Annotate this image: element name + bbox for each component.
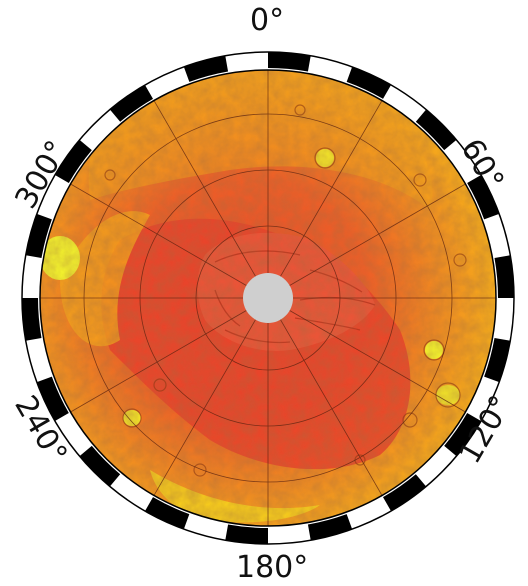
frame-ring-segment [36, 376, 69, 421]
frame-ring-segment [444, 413, 482, 457]
parallel-circle [139, 169, 397, 427]
frame-ring-segment [484, 337, 511, 383]
frame-ring-segment [109, 84, 153, 122]
frame-ring-segment [25, 213, 52, 259]
crater-rings [104, 104, 467, 477]
parallel-circle [195, 225, 341, 371]
frame-ring-segment [225, 524, 268, 544]
frame-ring-segment [183, 55, 229, 82]
frame-ring-segment [346, 66, 391, 99]
frame-ring-segment [22, 298, 42, 341]
frame-ring-segment [54, 139, 92, 183]
frame-ring-segment [145, 497, 190, 530]
meridian-line [70, 183, 247, 286]
frame-ring-segment [467, 175, 500, 220]
meridian-line [289, 183, 466, 286]
north-pole-cap [243, 273, 293, 323]
meridian-line [153, 100, 256, 277]
frame-ring-segment [268, 52, 311, 72]
meridian-line [280, 319, 383, 496]
frame-ring-segment [383, 474, 427, 512]
longitude-label-180: 180° [236, 550, 309, 585]
frame-ring-segment [494, 255, 514, 298]
frame-ring-segment [79, 445, 121, 487]
frame-ring-segment [307, 514, 353, 541]
graticule [40, 70, 496, 526]
meridian-line [153, 319, 256, 496]
disk-outline [39, 69, 497, 527]
frame-ring [21, 51, 515, 545]
frame-ring-outline [21, 51, 515, 545]
parallel-circle [83, 113, 453, 483]
meridian-line [289, 310, 466, 413]
longitude-label-0: 0° [250, 3, 285, 38]
meridian-line [280, 100, 383, 277]
frame-ring-segment [415, 109, 457, 151]
meridian-line [70, 310, 247, 413]
